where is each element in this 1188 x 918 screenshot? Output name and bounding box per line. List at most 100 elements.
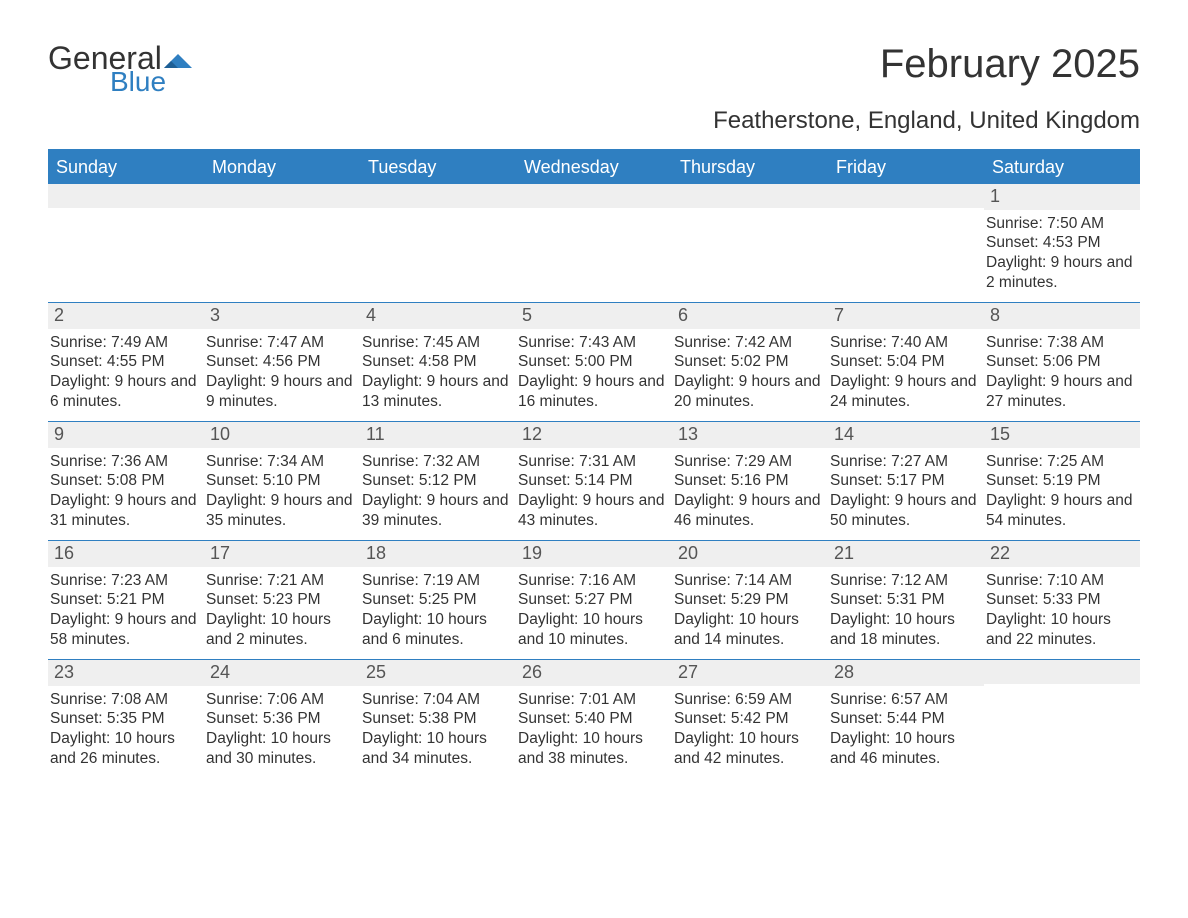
location-text: Featherstone, England, United Kingdom [713, 107, 1140, 135]
daylight-text: Daylight: 9 hours and 39 minutes. [362, 491, 512, 531]
day-cell: 3Sunrise: 7:47 AMSunset: 4:56 PMDaylight… [204, 303, 360, 421]
day-cell: 11Sunrise: 7:32 AMSunset: 5:12 PMDayligh… [360, 422, 516, 540]
day-number: 5 [516, 303, 672, 329]
day-cell: 23Sunrise: 7:08 AMSunset: 5:35 PMDayligh… [48, 660, 204, 778]
day-body: Sunrise: 6:59 AMSunset: 5:42 PMDaylight:… [672, 686, 828, 773]
dow-cell: Friday [828, 151, 984, 184]
sunrise-text: Sunrise: 7:38 AM [986, 333, 1136, 353]
day-cell [828, 184, 984, 302]
day-number: 28 [828, 660, 984, 686]
daylight-text: Daylight: 9 hours and 50 minutes. [830, 491, 980, 531]
day-cell: 2Sunrise: 7:49 AMSunset: 4:55 PMDaylight… [48, 303, 204, 421]
daylight-text: Daylight: 10 hours and 26 minutes. [50, 729, 200, 769]
sunrise-text: Sunrise: 7:01 AM [518, 690, 668, 710]
daylight-text: Daylight: 9 hours and 24 minutes. [830, 372, 980, 412]
day-body: Sunrise: 7:25 AMSunset: 5:19 PMDaylight:… [984, 448, 1140, 535]
day-number [516, 184, 672, 208]
day-body: Sunrise: 7:42 AMSunset: 5:02 PMDaylight:… [672, 329, 828, 416]
daylight-text: Daylight: 9 hours and 31 minutes. [50, 491, 200, 531]
page-title: February 2025 [713, 42, 1140, 87]
day-cell: 14Sunrise: 7:27 AMSunset: 5:17 PMDayligh… [828, 422, 984, 540]
day-number: 25 [360, 660, 516, 686]
day-number: 26 [516, 660, 672, 686]
sunrise-text: Sunrise: 7:14 AM [674, 571, 824, 591]
day-body: Sunrise: 7:14 AMSunset: 5:29 PMDaylight:… [672, 567, 828, 654]
day-number [672, 184, 828, 208]
header: General Blue February 2025 Featherstone,… [48, 42, 1140, 141]
day-number: 16 [48, 541, 204, 567]
day-number: 12 [516, 422, 672, 448]
daylight-text: Daylight: 9 hours and 58 minutes. [50, 610, 200, 650]
day-number: 7 [828, 303, 984, 329]
sunset-text: Sunset: 5:14 PM [518, 471, 668, 491]
daylight-text: Daylight: 9 hours and 27 minutes. [986, 372, 1136, 412]
day-cell: 28 Sunrise: 6:57 AMSunset: 5:44 PMDayligh… [828, 660, 984, 778]
day-number: 19 [516, 541, 672, 567]
day-cell [48, 184, 204, 302]
weeks-container: 1Sunrise: 7:50 AMSunset: 4:53 PMDaylight… [48, 184, 1140, 778]
day-cell: 4Sunrise: 7:45 AMSunset: 4:58 PMDaylight… [360, 303, 516, 421]
day-cell: 20Sunrise: 7:14 AMSunset: 5:29 PMDayligh… [672, 541, 828, 659]
daylight-text: Daylight: 10 hours and 38 minutes. [518, 729, 668, 769]
sunset-text: Sunset: 5:36 PM [206, 709, 356, 729]
sunset-text: Sunset: 5:02 PM [674, 352, 824, 372]
day-number: 3 [204, 303, 360, 329]
day-number [204, 184, 360, 208]
sunset-text: Sunset: 5:04 PM [830, 352, 980, 372]
day-cell: 1Sunrise: 7:50 AMSunset: 4:53 PMDaylight… [984, 184, 1140, 302]
day-cell: 8Sunrise: 7:38 AMSunset: 5:06 PMDaylight… [984, 303, 1140, 421]
sunrise-text: Sunrise: 7:32 AM [362, 452, 512, 472]
day-body: Sunrise: 7:38 AMSunset: 5:06 PMDaylight:… [984, 329, 1140, 416]
day-number: 17 [204, 541, 360, 567]
daylight-text: Daylight: 9 hours and 16 minutes. [518, 372, 668, 412]
week-row: 23Sunrise: 7:08 AMSunset: 5:35 PMDayligh… [48, 659, 1140, 778]
day-number [48, 184, 204, 208]
daylight-text: Daylight: 10 hours and 22 minutes. [986, 610, 1136, 650]
dow-cell: Tuesday [360, 151, 516, 184]
sunrise-text: Sunrise: 6:57 AM [830, 690, 980, 710]
day-cell [672, 184, 828, 302]
sunrise-text: Sunrise: 6:59 AM [674, 690, 824, 710]
dow-cell: Monday [204, 151, 360, 184]
day-number: 23 [48, 660, 204, 686]
daylight-text: Daylight: 10 hours and 6 minutes. [362, 610, 512, 650]
sunrise-text: Sunrise: 7:43 AM [518, 333, 668, 353]
day-of-week-row: SundayMondayTuesdayWednesdayThursdayFrid… [48, 151, 1140, 184]
day-body: Sunrise: 7:23 AMSunset: 5:21 PMDaylight:… [48, 567, 204, 654]
daylight-text: Daylight: 10 hours and 14 minutes. [674, 610, 824, 650]
day-number: 4 [360, 303, 516, 329]
day-number: 15 [984, 422, 1140, 448]
day-body: Sunrise: 7:04 AMSunset: 5:38 PMDaylight:… [360, 686, 516, 773]
sunrise-text: Sunrise: 7:45 AM [362, 333, 512, 353]
day-cell: 17Sunrise: 7:21 AMSunset: 5:23 PMDayligh… [204, 541, 360, 659]
sunset-text: Sunset: 5:31 PM [830, 590, 980, 610]
sunset-text: Sunset: 5:08 PM [50, 471, 200, 491]
day-number: 6 [672, 303, 828, 329]
day-body: Sunrise: 7:32 AMSunset: 5:12 PMDaylight:… [360, 448, 516, 535]
daylight-text: Daylight: 9 hours and 43 minutes. [518, 491, 668, 531]
day-body: Sunrise: 7:47 AMSunset: 4:56 PMDaylight:… [204, 329, 360, 416]
day-number: 20 [672, 541, 828, 567]
sunset-text: Sunset: 4:58 PM [362, 352, 512, 372]
day-body: Sunrise: 7:27 AMSunset: 5:17 PMDaylight:… [828, 448, 984, 535]
sunset-text: Sunset: 5:23 PM [206, 590, 356, 610]
daylight-text: Daylight: 10 hours and 18 minutes. [830, 610, 980, 650]
sunset-text: Sunset: 5:40 PM [518, 709, 668, 729]
sunset-text: Sunset: 5:17 PM [830, 471, 980, 491]
sunrise-text: Sunrise: 7:29 AM [674, 452, 824, 472]
sunset-text: Sunset: 5:44 PM [830, 709, 980, 729]
day-body: Sunrise: 7:45 AMSunset: 4:58 PMDaylight:… [360, 329, 516, 416]
week-row: 16Sunrise: 7:23 AMSunset: 5:21 PMDayligh… [48, 540, 1140, 659]
sunset-text: Sunset: 5:06 PM [986, 352, 1136, 372]
day-body: Sunrise: 7:16 AMSunset: 5:27 PMDaylight:… [516, 567, 672, 654]
day-number [828, 184, 984, 208]
day-body: Sunrise: 7:40 AMSunset: 5:04 PMDaylight:… [828, 329, 984, 416]
sunrise-text: Sunrise: 7:47 AM [206, 333, 356, 353]
sunrise-text: Sunrise: 7:19 AM [362, 571, 512, 591]
daylight-text: Daylight: 9 hours and 35 minutes. [206, 491, 356, 531]
sunset-text: Sunset: 5:35 PM [50, 709, 200, 729]
sunrise-text: Sunrise: 7:36 AM [50, 452, 200, 472]
daylight-text: Daylight: 10 hours and 46 minutes. [830, 729, 980, 769]
day-body: Sunrise: 7:19 AMSunset: 5:25 PMDaylight:… [360, 567, 516, 654]
day-number: 13 [672, 422, 828, 448]
